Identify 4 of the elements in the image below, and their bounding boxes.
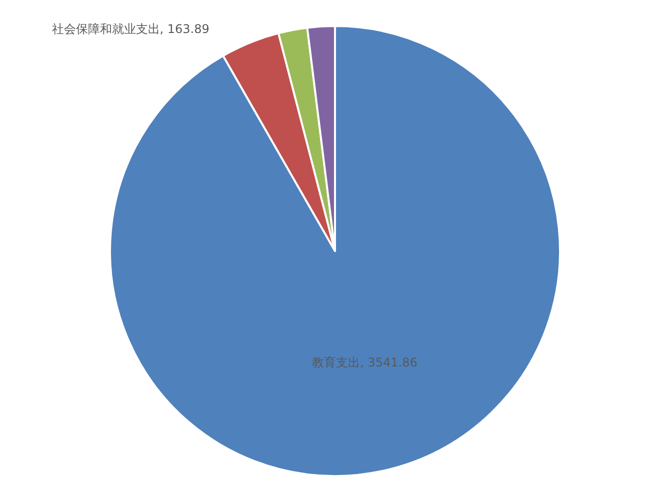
slice-label: 社会保障和就业支出: [52, 22, 160, 36]
data-label: , 3541.86: [360, 356, 418, 370]
data-label: , 163.89: [160, 22, 210, 36]
slice-label: 教育支出: [312, 356, 360, 370]
